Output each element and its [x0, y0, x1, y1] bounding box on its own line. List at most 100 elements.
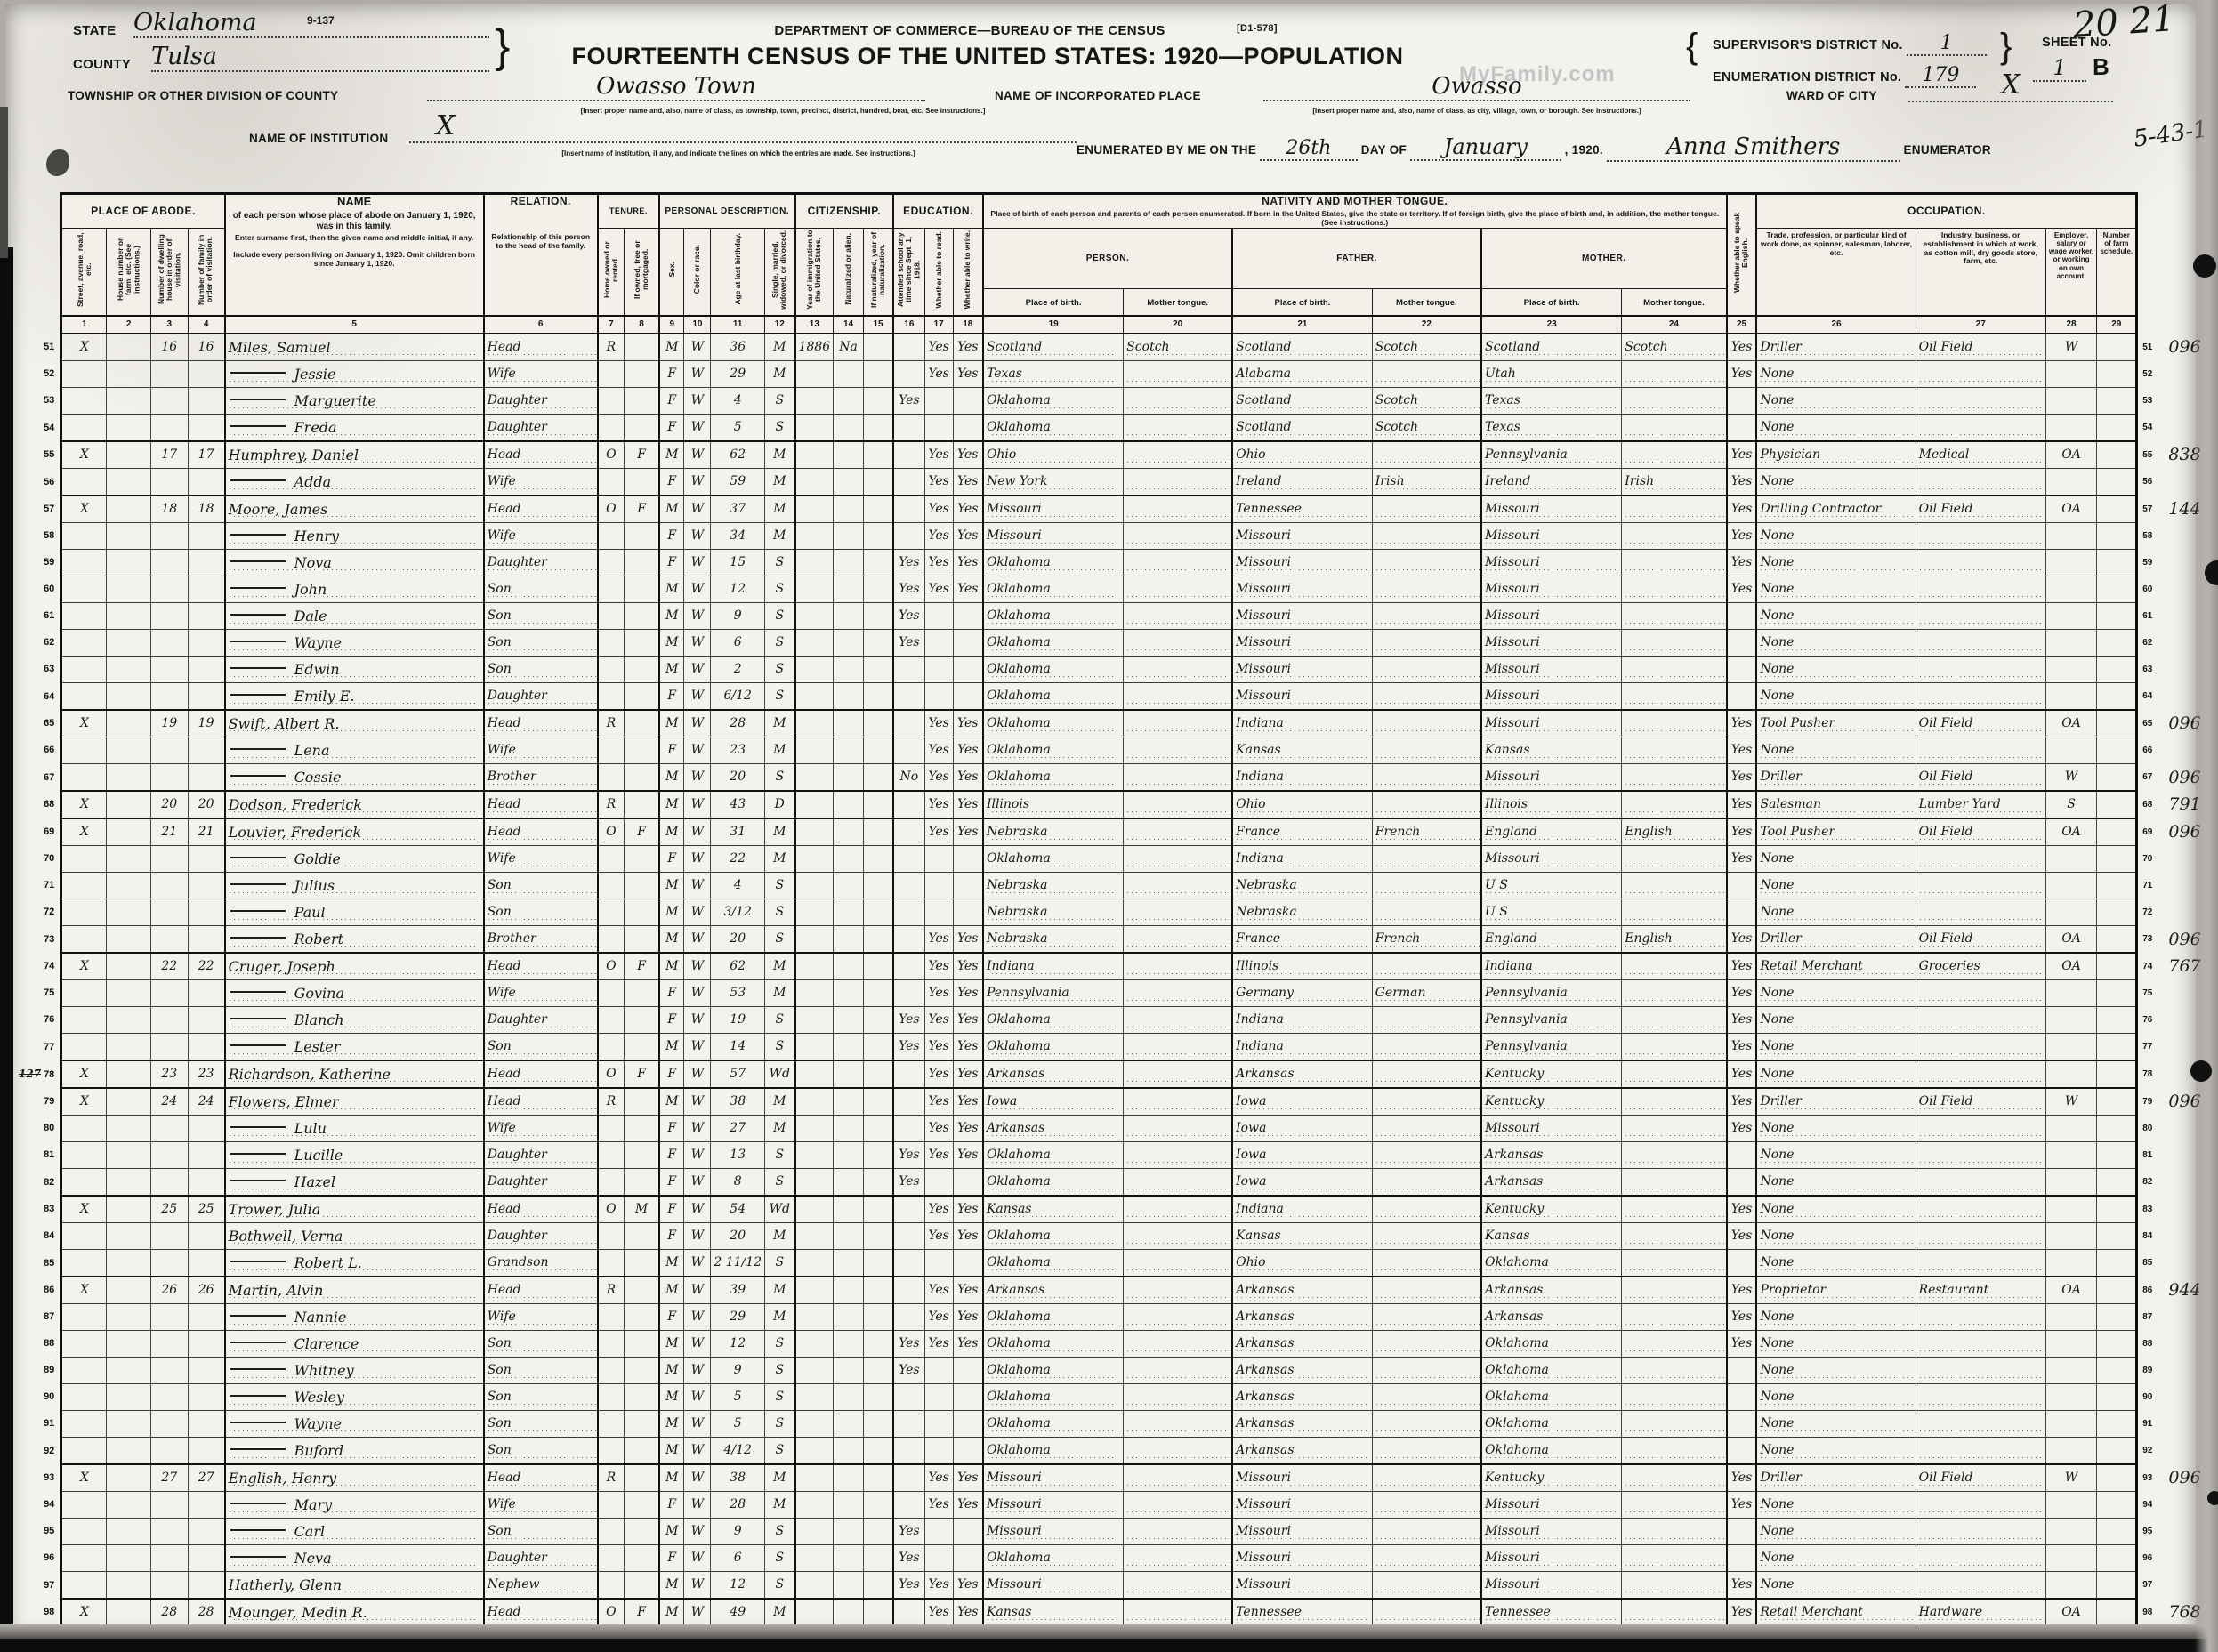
cell-mother-tongue — [1621, 655, 1727, 683]
cell-person-birthplace: Missouri — [981, 494, 1124, 523]
cell-father-birthplace: Indiana — [1231, 762, 1373, 791]
cell-industry: Oil Field — [1915, 1086, 2046, 1116]
ditto-dash — [230, 1315, 286, 1318]
column-number: 4 — [187, 314, 226, 334]
cell-industry — [1915, 1194, 2046, 1223]
table-row: 75 Govina Wife F W 53 M Yes Yes Pennsylvania Germa… — [16, 979, 2218, 1007]
cell-father-tongue — [1371, 601, 1481, 630]
cell-person-tongue — [1123, 1167, 1233, 1196]
cell-person-birthplace: Indiana — [981, 951, 1124, 980]
line-number-right: 57 — [2142, 504, 2153, 514]
cell-father-birthplace: Arkansas — [1231, 1059, 1373, 1088]
column-number: 9 — [658, 314, 685, 334]
cell-employer-code — [2045, 1140, 2097, 1169]
cell-relation: Daughter — [482, 681, 598, 710]
cell-father-tongue — [1371, 1005, 1481, 1034]
cell-marital-status: S — [764, 1436, 795, 1464]
table-row: 97 Hatherly, Glenn Nephew M W 12 S Yes Yes Yes Mis… — [16, 1570, 2218, 1599]
cell-home-owned: O — [596, 1597, 625, 1626]
header-father: FATHER. — [1231, 227, 1482, 290]
cell-able-to-read: Yes — [923, 1597, 954, 1626]
cell-speaks-english: Yes — [1725, 736, 1757, 764]
cell-naturalization-year — [862, 1194, 894, 1223]
cell-street: X — [60, 789, 107, 818]
cell-naturalization-year — [862, 789, 894, 818]
cell-mother-tongue — [1621, 494, 1727, 523]
cell-occupation: Drilling Contractor — [1755, 494, 1916, 523]
cell-person-tongue — [1123, 817, 1233, 846]
cell-father-tongue — [1371, 1597, 1481, 1626]
cell-naturalization-year — [862, 628, 894, 657]
line-number: 52 — [44, 368, 55, 380]
cell-name: Emily E. — [223, 681, 484, 710]
cell-father-birthplace: Iowa — [1231, 1140, 1373, 1169]
cell-house-number — [106, 494, 151, 523]
cell-able-to-read: Yes — [923, 1114, 954, 1142]
cell-age: 19 — [710, 1005, 765, 1034]
cell-age: 2 11/12 — [710, 1248, 765, 1277]
cell-family-number — [187, 844, 225, 873]
cell-mother-birthplace: Texas — [1480, 413, 1622, 441]
cell-father-tongue — [1371, 1543, 1481, 1572]
cell-farm-schedule — [2096, 1329, 2139, 1358]
cell-naturalized — [833, 1248, 864, 1277]
cell-naturalization-year — [862, 548, 894, 576]
cell-home-owned — [596, 575, 625, 603]
cell-able-to-read: Yes — [923, 1059, 954, 1088]
cell-dwelling-number: 23 — [149, 1059, 189, 1088]
cell-relation: Wife — [482, 1114, 598, 1142]
cell-mother-tongue — [1621, 359, 1727, 388]
cell-able-to-write: Yes — [952, 1221, 983, 1250]
cell-immigration-year — [794, 1194, 834, 1223]
cell-attended-school — [892, 871, 925, 899]
cell-industry — [1915, 628, 2046, 657]
cell-family-number: 28 — [187, 1597, 225, 1626]
cell-dwelling-number: 24 — [149, 1086, 189, 1116]
cell-immigration-year — [794, 1490, 834, 1519]
cell-father-tongue — [1371, 1436, 1481, 1464]
cell-color-race: W — [683, 1463, 711, 1492]
cell-father-tongue — [1371, 1382, 1481, 1411]
cell-able-to-read — [923, 871, 954, 899]
cell-industry: Oil Field — [1915, 708, 2046, 737]
cell-naturalization-year — [862, 1490, 894, 1519]
cell-mortgage — [624, 1436, 660, 1464]
cell-name: Marguerite — [223, 386, 484, 415]
cell-color-race: W — [683, 898, 711, 926]
cell-naturalization-year — [862, 1302, 894, 1331]
cell-person-tongue — [1123, 1275, 1233, 1304]
cell-able-to-read: Yes — [923, 1086, 954, 1116]
cell-occupation: Retail Merchant — [1755, 951, 1916, 980]
cell-home-owned — [596, 1005, 625, 1034]
cell-marital-status: M — [764, 439, 795, 469]
line-number-right: 75 — [2142, 987, 2153, 998]
cell-family-number: 27 — [187, 1463, 225, 1492]
cell-street — [60, 736, 107, 764]
cell-speaks-english: Yes — [1725, 1114, 1757, 1142]
cell-home-owned — [596, 413, 625, 441]
line-number-right: 98 — [2142, 1607, 2153, 1617]
cell-immigration-year — [794, 1436, 834, 1464]
cell-person-birthplace: Oklahoma — [981, 1005, 1124, 1034]
cell-mother-tongue — [1621, 708, 1727, 737]
margin-note: 096 — [2168, 767, 2201, 787]
cell-naturalization-year — [862, 924, 894, 953]
cell-name: Cruger, Joseph — [223, 951, 484, 980]
cell-naturalized — [833, 1194, 864, 1223]
column-number: 22 — [1371, 314, 1482, 334]
cell-employer-code — [2045, 898, 2097, 926]
cell-age: 6 — [710, 628, 765, 657]
cell-attended-school: Yes — [892, 575, 925, 603]
cell-family-number: 24 — [187, 1086, 225, 1116]
cell-house-number — [106, 736, 151, 764]
column-number: 29 — [2096, 314, 2139, 334]
cell-mother-birthplace: Pennsylvania — [1480, 439, 1622, 469]
line-number: 57 — [44, 504, 55, 514]
cell-marital-status: S — [764, 924, 795, 953]
column-number: 20 — [1123, 314, 1233, 334]
cell-street — [60, 1302, 107, 1331]
cell-immigration-year — [794, 1543, 834, 1572]
cell-person-birthplace: Missouri — [981, 1570, 1124, 1599]
cell-mother-birthplace: Arkansas — [1480, 1302, 1622, 1331]
cell-naturalization-year — [862, 979, 894, 1007]
